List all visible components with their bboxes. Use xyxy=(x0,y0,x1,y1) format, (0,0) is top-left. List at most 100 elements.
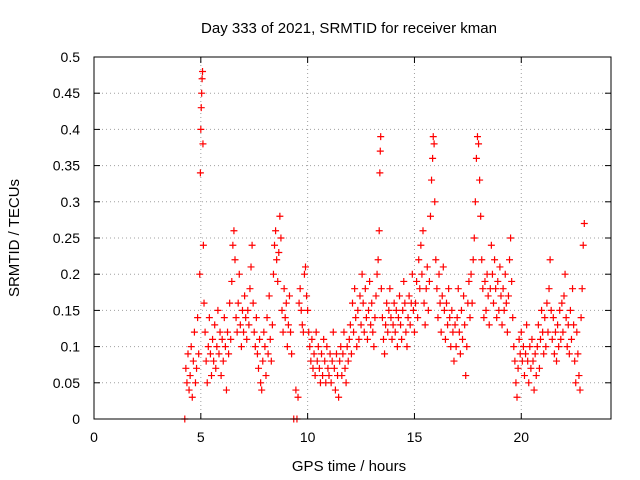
data-point xyxy=(189,357,197,365)
data-point xyxy=(276,212,284,220)
data-point xyxy=(422,285,430,293)
data-point xyxy=(294,393,302,401)
data-point xyxy=(271,241,279,249)
data-point xyxy=(216,328,224,336)
x-tick-label: 20 xyxy=(513,429,529,445)
data-point xyxy=(373,270,381,278)
data-point xyxy=(279,328,287,336)
data-point xyxy=(354,306,362,314)
y-tick-label: 0.05 xyxy=(53,375,80,391)
y-tick-label: 0.35 xyxy=(53,158,80,174)
data-point xyxy=(203,379,211,387)
data-point xyxy=(360,328,368,336)
data-point xyxy=(231,256,239,264)
data-point xyxy=(438,292,446,300)
data-point xyxy=(335,393,343,401)
data-point xyxy=(320,335,328,343)
data-point xyxy=(389,321,397,329)
data-point xyxy=(425,277,433,285)
data-point xyxy=(431,198,439,206)
data-point xyxy=(506,256,514,264)
data-point xyxy=(308,335,316,343)
data-point xyxy=(374,256,382,264)
data-point xyxy=(369,328,377,336)
data-point xyxy=(309,364,317,372)
data-point xyxy=(449,328,457,336)
data-point xyxy=(501,270,509,278)
data-point xyxy=(376,169,384,177)
data-point xyxy=(368,299,376,307)
data-point xyxy=(555,343,563,351)
axis-ticks: 0 0.05 0.1 0.15 0.2 0.25 0.3 0.35 0.4 0.45 0.5 0 5 10… xyxy=(53,49,611,445)
data-point xyxy=(428,176,436,184)
data-point xyxy=(336,357,344,365)
data-point xyxy=(372,292,380,300)
data-point xyxy=(307,357,315,365)
data-point xyxy=(243,335,251,343)
data-point xyxy=(433,285,441,293)
data-point xyxy=(487,241,495,249)
data-point xyxy=(280,285,288,293)
data-point xyxy=(347,350,355,358)
data-point xyxy=(281,314,289,322)
data-point xyxy=(225,350,233,358)
data-point xyxy=(197,125,205,133)
data-point xyxy=(445,285,453,293)
data-point xyxy=(404,314,412,322)
data-point xyxy=(491,256,499,264)
data-point xyxy=(318,350,326,358)
data-point xyxy=(549,314,557,322)
data-point xyxy=(306,343,314,351)
data-point xyxy=(273,256,281,264)
data-point xyxy=(550,350,558,358)
data-point xyxy=(455,328,463,336)
data-point xyxy=(469,256,477,264)
data-point xyxy=(434,314,442,322)
data-point xyxy=(402,328,410,336)
data-point xyxy=(512,379,520,387)
data-point xyxy=(226,299,234,307)
data-point xyxy=(390,299,398,307)
data-point xyxy=(481,277,489,285)
data-point xyxy=(339,350,347,358)
data-point xyxy=(327,379,335,387)
data-point xyxy=(496,263,504,271)
y-tick-label: 0.2 xyxy=(61,266,81,282)
data-point xyxy=(349,299,356,307)
data-point xyxy=(262,372,270,380)
data-point xyxy=(387,314,395,322)
data-point xyxy=(408,270,416,278)
data-point xyxy=(450,357,458,365)
data-point xyxy=(465,277,473,285)
data-point xyxy=(342,379,350,387)
data-point xyxy=(217,372,225,380)
data-point xyxy=(242,314,250,322)
data-point xyxy=(303,292,311,300)
data-point xyxy=(580,220,588,228)
data-point xyxy=(409,306,417,314)
data-point xyxy=(515,335,523,343)
data-point xyxy=(377,285,385,293)
data-point xyxy=(560,292,568,300)
data-point xyxy=(397,321,405,329)
data-point xyxy=(473,133,481,141)
data-point xyxy=(187,343,195,351)
data-point xyxy=(574,350,582,358)
y-axis-label: SRMTID / TECUs xyxy=(6,179,23,297)
data-point xyxy=(275,248,283,256)
data-point xyxy=(302,263,309,271)
data-point xyxy=(531,350,539,358)
data-point xyxy=(418,270,426,278)
data-point xyxy=(199,241,207,249)
data-point xyxy=(410,328,418,336)
data-point xyxy=(221,343,229,351)
data-point xyxy=(208,372,215,380)
data-point xyxy=(530,386,538,394)
data-point xyxy=(569,285,577,293)
data-point xyxy=(292,386,300,394)
data-point xyxy=(235,270,243,278)
x-tick-label: 5 xyxy=(197,429,205,445)
data-point xyxy=(285,292,293,300)
data-point xyxy=(510,343,518,351)
data-point xyxy=(463,343,471,351)
